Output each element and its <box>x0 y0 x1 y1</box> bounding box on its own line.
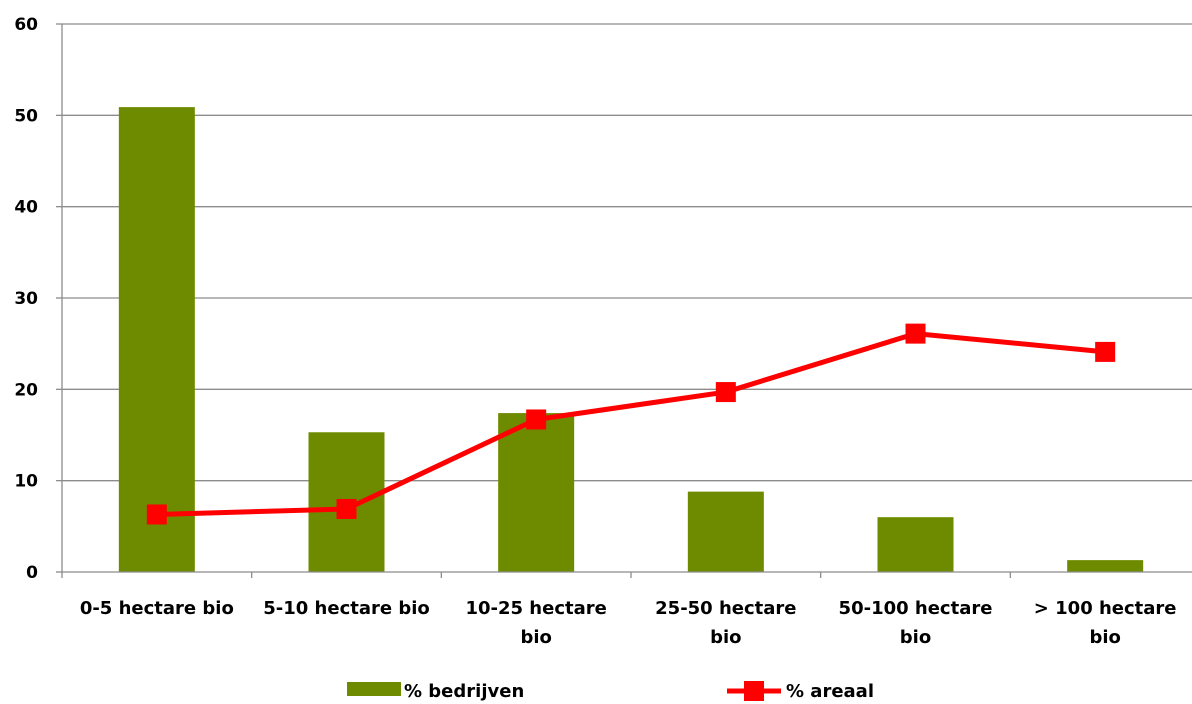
y-tick-label: 10 <box>14 472 38 492</box>
legend-bar-label: % bedrijven <box>404 681 524 702</box>
x-category-label: bio <box>520 627 551 648</box>
x-category-label: 25-50 hectare <box>655 598 796 619</box>
x-axis-category-labels: 0-5 hectare bio 5-10 hectare bio 10-25 hec… <box>80 598 1177 648</box>
legend: % bedrijven % areaal <box>347 681 874 702</box>
line-marker <box>526 409 547 430</box>
legend-line-label: % areaal <box>786 681 874 702</box>
bar <box>1067 560 1144 572</box>
bar <box>877 517 954 572</box>
line-marker <box>336 498 357 519</box>
x-category-label: 50-100 hectare <box>839 598 993 619</box>
line-series <box>146 323 1116 525</box>
line-marker <box>715 382 736 403</box>
y-tick-label: 50 <box>14 106 38 126</box>
x-category-label: > 100 hectare <box>1034 598 1177 619</box>
bar <box>118 107 195 572</box>
y-tick-label: 0 <box>26 563 38 583</box>
y-axis-tick-labels: 0 10 20 30 40 50 60 <box>14 15 38 583</box>
line-marker <box>1095 341 1116 362</box>
bar-series <box>118 107 1144 572</box>
line-path <box>156 331 1106 517</box>
x-category-label: 0-5 hectare bio <box>80 598 234 619</box>
bar <box>498 413 575 572</box>
x-category-label: bio <box>1089 627 1120 648</box>
axes <box>56 23 1192 578</box>
x-category-label: bio <box>710 627 741 648</box>
legend-bar-swatch <box>347 682 401 696</box>
y-tick-label: 40 <box>14 198 38 218</box>
line-marker <box>905 323 926 344</box>
x-category-label: 10-25 hectare <box>465 598 606 619</box>
y-tick-label: 20 <box>14 380 38 400</box>
x-category-label: bio <box>900 627 931 648</box>
line-marker <box>146 504 167 525</box>
legend-line-marker <box>744 681 764 701</box>
x-category-label: 5-10 hectare bio <box>263 598 430 619</box>
y-tick-label: 60 <box>14 15 38 35</box>
y-tick-label: 30 <box>14 289 38 309</box>
gridlines <box>62 23 1192 482</box>
bar <box>687 491 764 572</box>
